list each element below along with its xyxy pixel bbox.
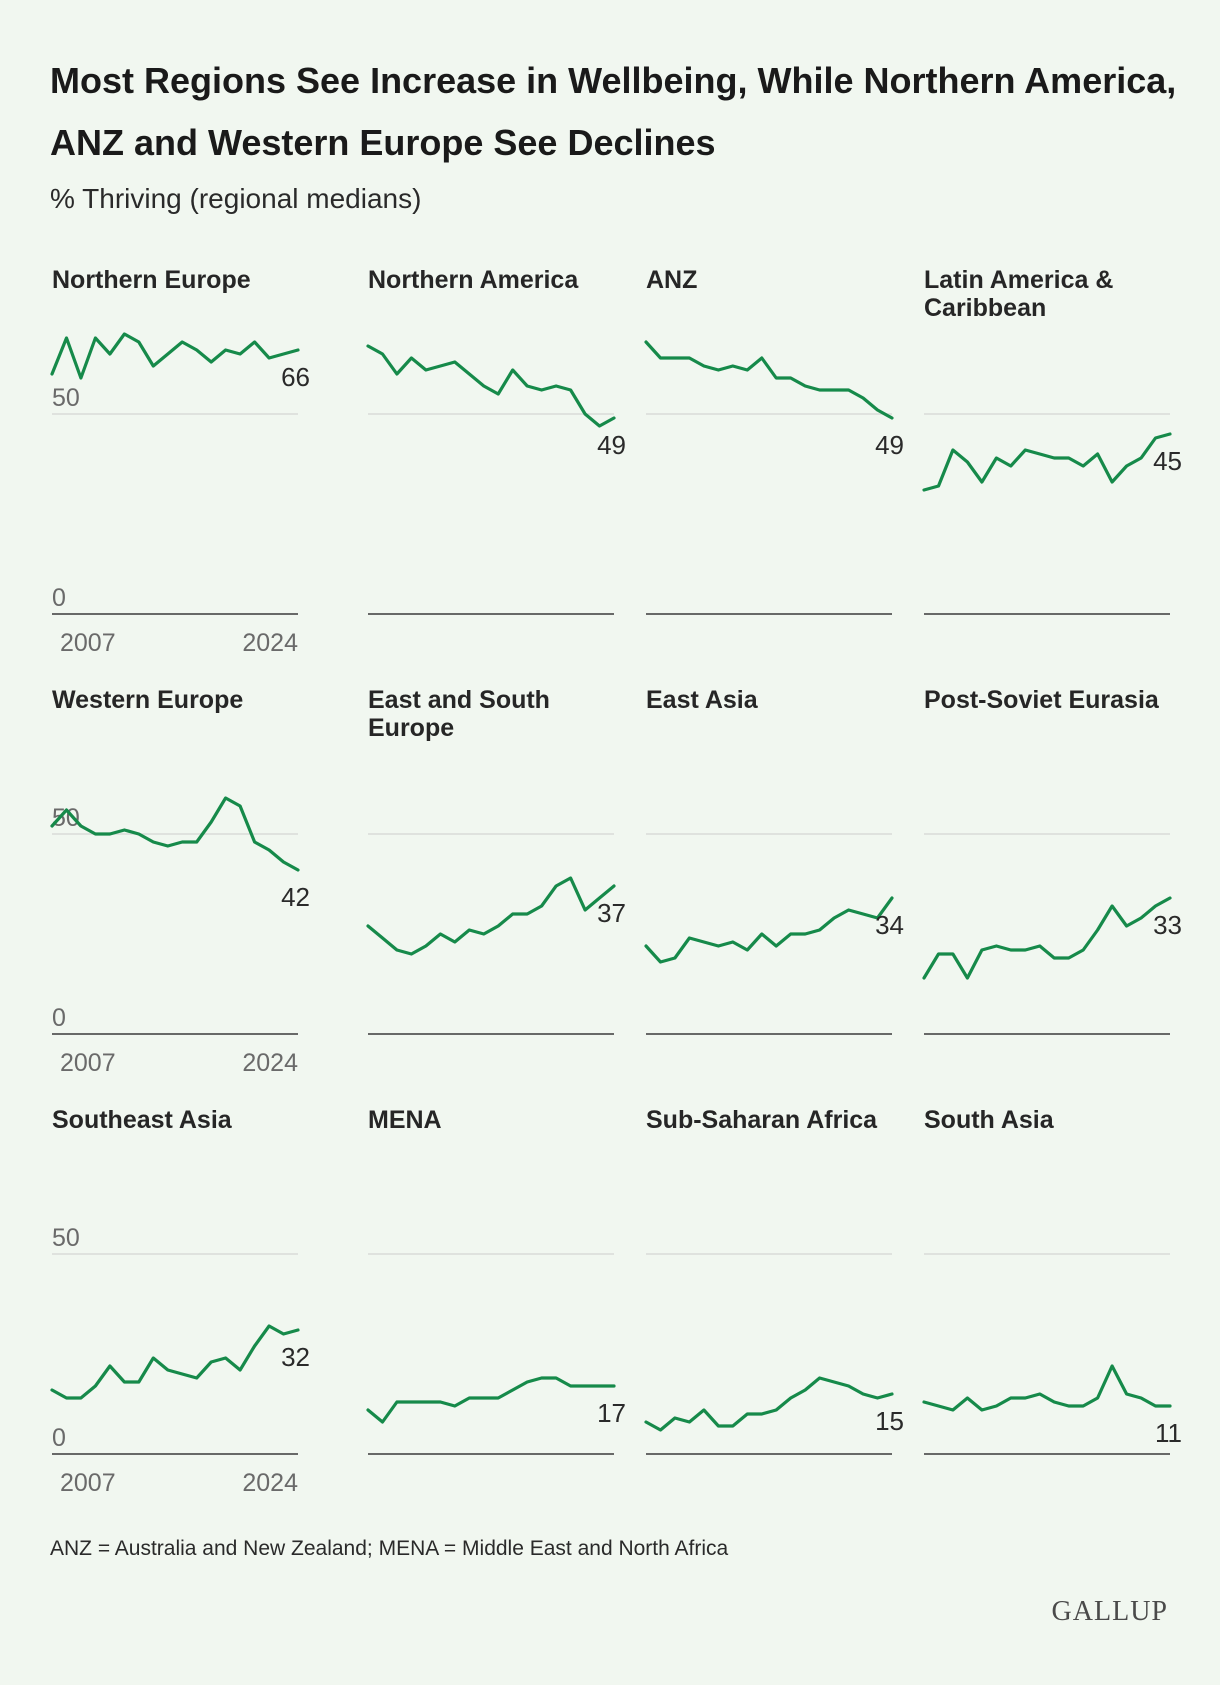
end-value-label: 49 <box>597 430 626 460</box>
series-line <box>50 1324 300 1400</box>
x-tick-label: 2007 <box>60 1049 116 1077</box>
series-line <box>644 896 894 964</box>
series-line <box>922 1364 1172 1412</box>
panel-title: South Asia <box>924 1106 1054 1134</box>
footnote: ANZ = Australia and New Zealand; MENA = … <box>50 1537 729 1560</box>
panel-title: Post-Soviet Eurasia <box>924 686 1159 714</box>
end-value-label: 37 <box>597 898 626 928</box>
end-value-label: 32 <box>281 1342 310 1372</box>
end-value-label: 33 <box>1153 910 1182 940</box>
series-line <box>366 876 616 956</box>
x-tick-label: 2024 <box>242 629 298 657</box>
gallup-logo: GALLUP <box>1051 1596 1168 1627</box>
x-tick-label: 2024 <box>242 1469 298 1497</box>
panel-title: Northern America <box>368 266 579 294</box>
chart-title: Most Regions See Increase in Wellbeing, … <box>50 60 1177 163</box>
series-line <box>644 1376 894 1432</box>
series-line <box>50 332 300 380</box>
panel-title: MENA <box>368 1106 442 1134</box>
panel-title: Southeast Asia <box>52 1106 232 1134</box>
x-tick-label: 2007 <box>60 629 116 657</box>
y-tick-label: 50 <box>52 1224 80 1252</box>
end-value-label: 11 <box>1155 1418 1182 1448</box>
y-tick-label: 0 <box>52 584 66 612</box>
end-value-label: 34 <box>875 910 904 940</box>
series-line <box>644 340 894 420</box>
series-line <box>922 896 1172 980</box>
y-tick-label: 50 <box>52 384 80 412</box>
series-line <box>922 432 1172 492</box>
series-line <box>366 1376 616 1424</box>
panel-title: East Asia <box>646 686 758 714</box>
x-tick-label: 2007 <box>60 1469 116 1497</box>
series-line <box>50 796 300 872</box>
panel-title: ANZ <box>646 266 698 294</box>
chart-subtitle: % Thriving (regional medians) <box>50 183 422 214</box>
y-tick-label: 0 <box>52 1424 66 1452</box>
end-value-label: 15 <box>875 1406 904 1436</box>
panel-title: Northern Europe <box>52 266 251 294</box>
x-tick-label: 2024 <box>242 1049 298 1077</box>
end-value-label: 45 <box>1153 446 1182 476</box>
end-value-label: 17 <box>597 1398 626 1428</box>
panel-title: Western Europe <box>52 686 244 714</box>
series-line <box>366 344 616 428</box>
end-value-label: 49 <box>875 430 904 460</box>
panel-title: Latin America & Caribbean <box>924 266 1114 322</box>
y-tick-label: 0 <box>52 1004 66 1032</box>
end-value-label: 66 <box>281 362 310 392</box>
panel-title: Sub-Saharan Africa <box>646 1106 878 1134</box>
end-value-label: 42 <box>281 882 310 912</box>
panel-title: East and South Europe <box>368 686 550 742</box>
